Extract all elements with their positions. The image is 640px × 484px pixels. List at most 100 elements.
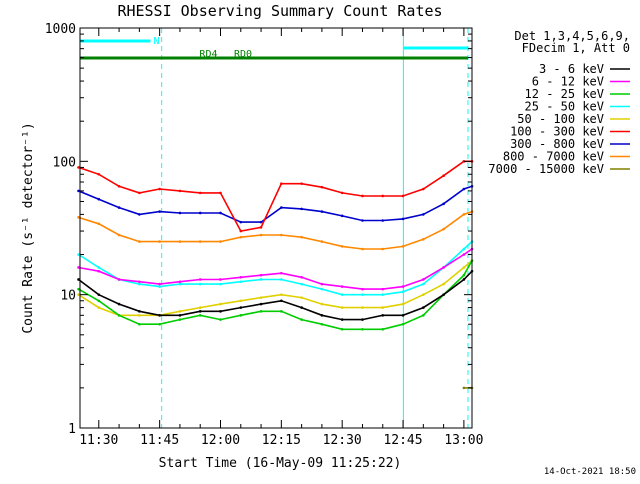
data-point — [219, 310, 222, 313]
data-point — [239, 275, 243, 279]
y-tick-label: 1000 — [45, 22, 76, 37]
data-point — [401, 290, 405, 294]
data-point — [320, 210, 324, 213]
data-point — [198, 211, 202, 215]
data-point — [381, 314, 385, 317]
data-point — [138, 322, 141, 326]
data-point — [138, 314, 141, 317]
data-point — [422, 238, 425, 241]
data-point — [462, 247, 466, 251]
chart-title: RHESSI Observing Summary Count Rates — [117, 2, 442, 20]
data-point — [300, 275, 303, 279]
data-point — [178, 189, 182, 193]
data-point — [381, 327, 385, 331]
y-tick-label: 1 — [68, 422, 76, 437]
data-point — [198, 282, 202, 286]
legend-label: 3 - 6 keV — [539, 62, 604, 76]
data-point — [340, 293, 344, 296]
data-point — [178, 280, 182, 284]
axis-ticks: 11:30 11:45 12:00 12:15 12:30 12:45 13:00 1 10 10… — [45, 22, 484, 448]
data-point — [97, 222, 101, 226]
data-point — [340, 191, 344, 195]
data-point — [77, 189, 80, 193]
y-tick-label: 100 — [53, 155, 76, 170]
data-point — [77, 216, 80, 219]
data-point — [300, 182, 303, 185]
time-markers — [79, 28, 469, 428]
data-point — [239, 220, 243, 224]
data-point — [422, 278, 425, 281]
x-tick-label: 13:00 — [444, 433, 483, 448]
data-point — [97, 299, 101, 303]
x-tick-label: 12:30 — [323, 433, 362, 448]
annotation-label: RD4 — [199, 49, 217, 60]
data-point — [381, 194, 385, 198]
data-point — [239, 299, 243, 303]
data-point — [239, 235, 243, 239]
data-point — [361, 306, 364, 309]
data-point — [462, 278, 466, 281]
data-point — [77, 253, 80, 256]
data-point — [280, 310, 283, 313]
data-point — [280, 278, 283, 281]
x-tick-label: 12:00 — [201, 433, 240, 448]
data-point — [219, 282, 222, 286]
data-point — [239, 306, 243, 309]
data-point — [280, 293, 283, 296]
data-point — [97, 269, 101, 273]
data-point — [462, 187, 466, 191]
data-point — [442, 266, 445, 269]
data-point — [77, 166, 80, 169]
data-point — [117, 278, 121, 281]
data-point — [198, 191, 202, 195]
data-point — [178, 240, 182, 243]
data-point — [401, 194, 405, 198]
data-point — [300, 207, 303, 211]
data-point — [219, 191, 222, 195]
data-point — [442, 282, 445, 286]
annotation-label: N — [154, 36, 160, 47]
data-point — [280, 206, 283, 209]
x-tick-label: 12:45 — [383, 433, 422, 448]
data-point — [198, 306, 202, 309]
data-point — [117, 184, 121, 188]
data-point — [178, 282, 182, 286]
data-point — [280, 271, 283, 275]
data-point — [320, 287, 324, 291]
data-point — [97, 172, 101, 176]
data-point — [77, 278, 80, 281]
data-point — [259, 233, 263, 237]
data-point — [340, 214, 344, 218]
data-point — [401, 217, 405, 221]
footer-date: 14-Oct-2021 18:50 — [544, 467, 636, 477]
data-point — [77, 266, 80, 269]
series-layer — [77, 160, 474, 390]
data-point — [401, 314, 405, 317]
data-point — [138, 280, 141, 284]
data-point — [158, 314, 161, 317]
data-point — [97, 197, 101, 201]
data-point — [97, 306, 101, 309]
legend-header-1: Det 1,3,4,5,6,9, — [514, 29, 630, 43]
data-point — [239, 280, 243, 284]
legend-header-2: FDecim 1, Att 0 — [522, 41, 630, 55]
data-point — [462, 213, 466, 216]
data-point — [401, 245, 405, 248]
data-point — [320, 302, 324, 306]
legend-label: 300 - 800 keV — [510, 137, 604, 151]
data-point — [158, 282, 161, 286]
data-point — [422, 293, 425, 296]
data-point — [219, 211, 222, 215]
data-point — [340, 245, 344, 248]
data-point — [280, 182, 283, 185]
data-point — [259, 296, 263, 299]
data-point — [158, 210, 161, 213]
data-point — [422, 314, 425, 317]
data-point — [158, 322, 161, 326]
data-point — [320, 322, 324, 326]
data-point — [361, 247, 364, 251]
y-axis-title: Count Rate (s⁻¹ detector⁻¹) — [21, 122, 36, 333]
data-point — [401, 302, 405, 306]
data-point — [361, 219, 364, 222]
